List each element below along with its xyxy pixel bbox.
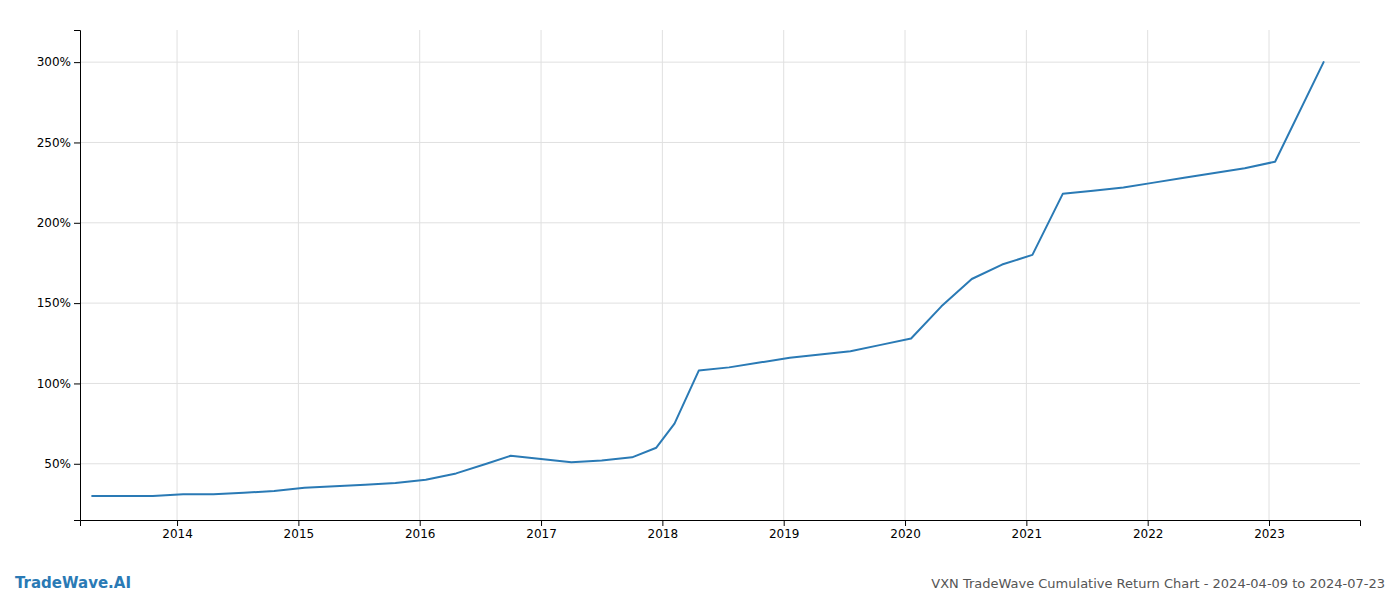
grid-line	[662, 30, 663, 520]
plot: 2014 2015 2016 2017 2018 2019 2020 2021 2022 2023…	[37, 30, 1361, 541]
tick-label: 50%	[44, 457, 71, 471]
tick-label: 2023	[1254, 527, 1285, 541]
tick-label: 150%	[37, 296, 71, 310]
tick-mark	[784, 520, 785, 526]
annotation: TradeWave.AI	[15, 574, 131, 592]
tick: 2020	[890, 520, 921, 541]
tick-mark	[298, 520, 299, 526]
tick: 200%	[37, 216, 80, 230]
grid-line	[541, 30, 542, 520]
tick-mark	[662, 520, 663, 526]
tick: 150%	[37, 296, 80, 310]
tick-mark	[541, 520, 542, 526]
tick-label: 2022	[1133, 527, 1164, 541]
tick: 2023	[1254, 520, 1285, 541]
grid-line	[80, 62, 1360, 63]
grid-line	[177, 30, 178, 520]
tick: 250%	[37, 136, 80, 150]
tick-mark	[74, 62, 80, 63]
tick-label: 2020	[890, 527, 921, 541]
tick: 2016	[405, 520, 436, 541]
tick-mark	[177, 520, 178, 526]
tick-label: 2015	[284, 527, 315, 541]
grid-line	[298, 30, 299, 520]
grid-line	[80, 142, 1360, 143]
tick: 2019	[769, 520, 800, 541]
tick-mark	[74, 142, 80, 143]
grid-line	[905, 30, 906, 520]
grid-line	[783, 30, 784, 520]
grid-line	[80, 463, 1360, 464]
grid-line	[80, 383, 1360, 384]
tick-mark	[1269, 520, 1270, 526]
title: VXN TradeWave Cumulative Return Chart - …	[931, 576, 1385, 591]
tick-mark	[74, 464, 80, 465]
tick-label: 2017	[526, 527, 557, 541]
grid-line	[80, 222, 1360, 223]
tick-label: 2021	[1012, 527, 1043, 541]
tick-mark	[74, 303, 80, 304]
tick-label: 250%	[37, 136, 71, 150]
x-axis: 2014 2015 2016 2017 2018 2019 2020 2021 2022 2023	[81, 520, 1361, 541]
tick-label: 2014	[162, 527, 193, 541]
tick: 100%	[37, 377, 80, 391]
tick-mark	[1026, 520, 1027, 526]
grid-line	[80, 303, 1360, 304]
tick-mark	[74, 223, 80, 224]
tick-mark	[74, 383, 80, 384]
tick-label: 300%	[37, 55, 71, 69]
tick: 2022	[1133, 520, 1164, 541]
tick: 300%	[37, 55, 80, 69]
grid-line	[1269, 30, 1270, 520]
grid	[80, 30, 1360, 520]
tick-label: 200%	[37, 216, 71, 230]
tick-mark	[905, 520, 906, 526]
tick: 2014	[162, 520, 193, 541]
grid-line	[419, 30, 420, 520]
y-axis: 50% 100% 150% 200% 250% 300%	[37, 31, 81, 521]
axis-line	[81, 521, 1361, 527]
line	[92, 62, 1323, 496]
tick-label: 2016	[405, 527, 436, 541]
tick: 2021	[1012, 520, 1043, 541]
tick: 2017	[526, 520, 557, 541]
tick: 50%	[44, 457, 80, 471]
grid-line	[1147, 30, 1148, 520]
tick-mark	[1148, 520, 1149, 526]
chart: 2014 2015 2016 2017 2018 2019 2020 2021 2022 2023…	[0, 0, 1400, 600]
axis-line	[74, 31, 81, 521]
tick-label: 2018	[648, 527, 679, 541]
marks	[92, 62, 1323, 496]
tick-mark	[420, 520, 421, 526]
tick: 2018	[648, 520, 679, 541]
grid-line	[1026, 30, 1027, 520]
tick-label: 100%	[37, 377, 71, 391]
tick-label: 2019	[769, 527, 800, 541]
tick: 2015	[284, 520, 315, 541]
